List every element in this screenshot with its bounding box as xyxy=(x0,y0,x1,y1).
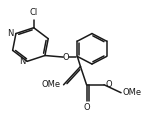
Text: OMe: OMe xyxy=(41,80,60,89)
Text: N: N xyxy=(7,29,14,38)
Text: O: O xyxy=(83,103,90,112)
Text: Cl: Cl xyxy=(30,8,38,17)
Text: OMe: OMe xyxy=(123,88,142,97)
Text: N: N xyxy=(19,57,25,66)
Text: O: O xyxy=(106,80,112,89)
Text: O: O xyxy=(63,53,70,62)
